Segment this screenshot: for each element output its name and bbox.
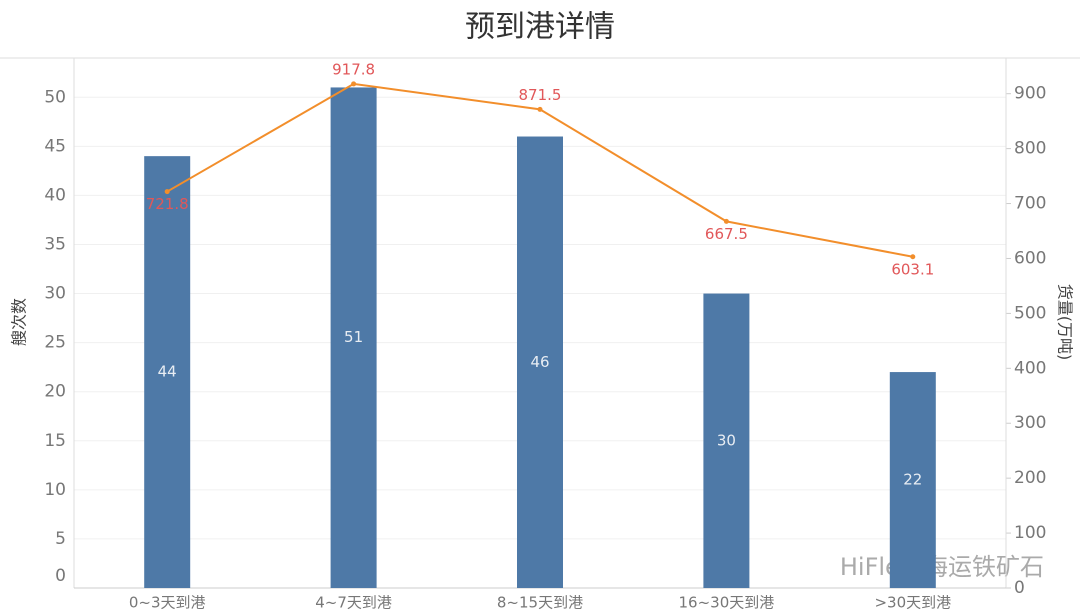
y2-tick-label: 200 xyxy=(1014,468,1046,488)
line-point xyxy=(910,254,916,260)
y2-tick-label: 100 xyxy=(1014,523,1046,543)
y-axis-title: 艘次数 xyxy=(10,298,29,346)
line-point xyxy=(351,81,357,87)
bar xyxy=(144,156,191,589)
x-tick-label: >30天到港 xyxy=(874,594,951,612)
line-point xyxy=(537,106,543,112)
x-tick-label: 4~7天到港 xyxy=(315,594,392,612)
y2-tick-label: 400 xyxy=(1014,358,1046,378)
y2-tick-label: 900 xyxy=(1014,84,1046,104)
y-tick-label: 50 xyxy=(44,87,66,107)
line-value-label: 603.1 xyxy=(891,260,934,278)
x-tick-label: 8~15天到港 xyxy=(497,594,583,612)
bar-value-label: 44 xyxy=(158,363,177,381)
watermark: HiFleet海运铁矿石 xyxy=(840,553,1044,581)
line-value-label: 721.8 xyxy=(146,195,189,213)
bar xyxy=(889,372,936,588)
y-tick-label: 40 xyxy=(44,185,66,205)
y-tick-label: 15 xyxy=(44,431,66,451)
x-tick-label: 0~3天到港 xyxy=(129,594,206,612)
x-tick-label: 16~30天到港 xyxy=(679,594,775,612)
bar-value-label: 30 xyxy=(717,431,736,449)
y-tick-label: 45 xyxy=(44,136,66,156)
line-value-label: 667.5 xyxy=(705,225,748,243)
y-tick-label: 35 xyxy=(44,234,66,254)
bar-value-label: 22 xyxy=(903,471,922,489)
line-point xyxy=(164,189,170,195)
y-tick-label: 5 xyxy=(55,529,66,549)
y-tick-label: 25 xyxy=(44,333,66,353)
y-tick-label: 10 xyxy=(44,480,66,500)
y2-tick-label: 0 xyxy=(1014,578,1025,598)
line-value-label: 871.5 xyxy=(519,86,562,104)
y2-axis-title: 货量(万吨) xyxy=(1056,284,1075,361)
line-value-label: 917.8 xyxy=(332,60,375,78)
y2-tick-label: 500 xyxy=(1014,303,1046,323)
y2-tick-label: 700 xyxy=(1014,194,1046,214)
bar xyxy=(703,293,750,588)
y2-tick-label: 300 xyxy=(1014,413,1046,433)
bar-value-label: 46 xyxy=(530,353,549,371)
y-tick-label: 20 xyxy=(44,382,66,402)
bar xyxy=(517,136,563,588)
y-tick-label: 30 xyxy=(44,284,66,304)
y2-tick-label: 800 xyxy=(1014,139,1046,159)
bar-value-label: 51 xyxy=(344,328,363,346)
y-tick-label: 0 xyxy=(55,566,66,586)
bar xyxy=(330,87,377,588)
line-point xyxy=(723,218,729,224)
chart-title: 预到港详情 xyxy=(465,10,615,45)
y2-tick-label: 600 xyxy=(1014,248,1046,268)
